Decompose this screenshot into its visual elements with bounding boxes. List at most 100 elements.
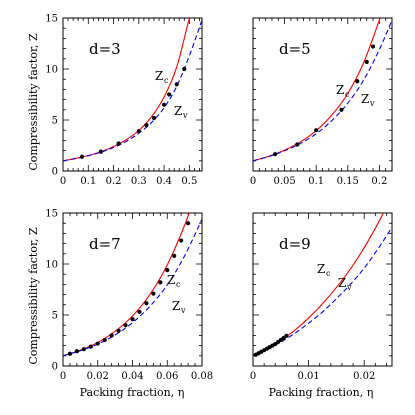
series-label-subscript: c	[164, 76, 169, 85]
data-point	[364, 59, 369, 64]
series-label-z-c: Z	[155, 69, 163, 83]
y-tick-label: 5	[52, 311, 58, 322]
plot-frame	[62, 17, 203, 172]
data-point	[339, 107, 344, 112]
data-point	[116, 141, 121, 146]
y-tick-label: 10	[45, 65, 58, 76]
series-label-z-v: Z	[172, 299, 180, 313]
series-label-subscript: v	[182, 111, 188, 120]
y-axis-label-top: Compressibility factor, Z	[27, 33, 40, 171]
x-tick-label: 0.15	[337, 176, 359, 187]
data-point	[172, 253, 177, 258]
series-label-z-v: Z	[174, 104, 182, 118]
data-point	[137, 309, 142, 315]
data-point	[151, 291, 156, 296]
series-label-z-c: Z	[167, 273, 175, 287]
plot-frame	[252, 17, 393, 172]
dimension-label: d=7	[89, 235, 121, 253]
series-line-z-v	[253, 19, 392, 162]
data-point	[102, 337, 107, 343]
plot-area	[253, 18, 392, 162]
plot-frame	[252, 212, 393, 367]
series-label-subscript: c	[326, 269, 331, 278]
series-line-z-v	[63, 19, 202, 162]
y-axis-label-bottom: Compressibility factor, Z	[27, 227, 40, 365]
x-tick-label: 0.02	[87, 371, 109, 382]
data-point	[81, 347, 86, 352]
x-tick-label: 0.1	[80, 176, 96, 187]
x-tick-label: 0.01	[297, 371, 319, 382]
series-label-z-c: Z	[336, 83, 344, 97]
y-tick-label: 15	[45, 209, 58, 220]
x-tick-label: 0	[60, 176, 66, 187]
data-point	[67, 351, 73, 356]
x-axis-label-right: Packing fraction, η	[269, 386, 374, 399]
x-tick-label: 0.1	[308, 176, 324, 187]
x-tick-label: 0.02	[353, 371, 375, 382]
series-label-subscript: c	[176, 280, 181, 289]
series-line-z-c	[63, 18, 190, 162]
x-axis-label-left: Packing fraction, η	[80, 386, 185, 399]
data-point	[116, 328, 121, 333]
data-point	[284, 333, 289, 339]
x-tick-label: 0	[250, 371, 256, 382]
data-point	[98, 149, 104, 154]
x-tick-label: 0.2	[371, 176, 387, 187]
data-point	[186, 221, 191, 226]
data-point	[370, 44, 376, 49]
data-point	[123, 323, 128, 328]
series-label-z-c: Z	[317, 262, 325, 276]
x-tick-label: 0.08	[191, 371, 213, 382]
x-tick-label: 0.3	[131, 176, 147, 187]
y-tick-label: 15	[45, 14, 58, 25]
y-tick-label: 0	[52, 167, 58, 178]
series-label-z-v: Z	[361, 92, 369, 106]
dimension-label: d=9	[279, 235, 311, 253]
dimension-label: d=5	[279, 40, 311, 58]
series-line-z-c	[253, 213, 385, 357]
y-tick-label: 10	[45, 260, 58, 271]
data-point	[88, 344, 93, 349]
x-tick-label: 0.4	[156, 176, 172, 187]
x-tick-label: 0	[60, 371, 66, 382]
data-point	[144, 301, 149, 306]
dimension-label: d=3	[89, 40, 121, 58]
x-tick-label: 0.05	[273, 176, 295, 187]
data-point	[295, 142, 300, 147]
x-tick-label: 0.2	[106, 176, 122, 187]
series-label-subscript: v	[369, 99, 375, 108]
data-point	[355, 79, 360, 84]
plot-area	[253, 213, 392, 357]
x-tick-label: 0.06	[156, 371, 178, 382]
data-point	[179, 238, 184, 243]
data-point	[151, 115, 157, 121]
series-label-z-v: Z	[338, 276, 346, 290]
data-point	[74, 349, 79, 354]
series-label-subscript: v	[346, 283, 352, 292]
y-tick-label: 5	[52, 116, 58, 127]
data-point	[136, 129, 141, 134]
y-tick-label: 0	[52, 362, 58, 373]
plot-area	[63, 213, 202, 357]
data-point	[95, 341, 100, 346]
data-point	[165, 268, 170, 273]
plot-frame	[62, 212, 203, 367]
x-tick-label: 0	[250, 176, 256, 187]
data-point	[79, 154, 85, 159]
data-point	[167, 92, 172, 97]
data-point	[273, 152, 278, 157]
series-label-subscript: v	[180, 306, 186, 315]
series-label-subscript: c	[345, 90, 350, 99]
series-line-z-c	[253, 18, 381, 162]
data-point	[158, 280, 163, 285]
data-point	[174, 82, 179, 87]
series-line-z-v	[253, 226, 392, 357]
plot-area	[63, 18, 202, 162]
x-tick-label: 0.04	[121, 371, 143, 382]
x-tick-label: 0.5	[181, 176, 197, 187]
series-line-z-v	[63, 218, 202, 357]
